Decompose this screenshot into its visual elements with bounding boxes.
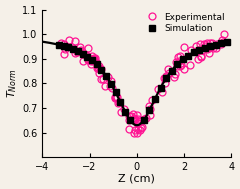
- Experimental: [222, 32, 225, 35]
- Simulation: [170, 70, 173, 72]
- Experimental: [139, 127, 142, 129]
- Simulation: [57, 44, 60, 46]
- Simulation: [154, 98, 156, 100]
- Simulation: [192, 51, 195, 53]
- Simulation: [109, 83, 112, 85]
- Experimental: [220, 43, 223, 46]
- Simulation: [72, 48, 75, 50]
- Simulation: [62, 45, 65, 47]
- Simulation: [86, 55, 89, 58]
- Simulation: [225, 41, 228, 43]
- Simulation: [105, 75, 108, 77]
- Experimental: [173, 76, 176, 78]
- Simulation: [209, 45, 211, 47]
- Simulation: [220, 42, 222, 45]
- Simulation: [90, 59, 93, 61]
- Simulation: [114, 91, 117, 94]
- Simulation: [159, 87, 162, 89]
- Simulation: [128, 119, 131, 121]
- Simulation: [81, 53, 84, 55]
- Simulation: [119, 101, 122, 103]
- Simulation: [100, 69, 103, 71]
- Simulation: [203, 47, 206, 49]
- Simulation: [165, 77, 168, 80]
- Experimental: [93, 59, 96, 61]
- Simulation: [198, 49, 201, 51]
- Simulation: [187, 54, 190, 57]
- Simulation: [67, 46, 70, 49]
- Simulation: [176, 63, 179, 66]
- Experimental: [98, 72, 101, 74]
- Experimental: [190, 49, 192, 51]
- X-axis label: Z (cm): Z (cm): [118, 174, 155, 184]
- Simulation: [76, 50, 79, 52]
- Line: Simulation: Simulation: [56, 40, 229, 122]
- Simulation: [143, 119, 145, 121]
- Simulation: [124, 111, 126, 113]
- Simulation: [214, 43, 217, 46]
- Legend: Experimental, Simulation: Experimental, Simulation: [142, 11, 227, 35]
- Experimental: [59, 42, 62, 44]
- Y-axis label: $T_{Norm}$: $T_{Norm}$: [6, 69, 19, 98]
- Line: Experimental: Experimental: [57, 30, 227, 137]
- Simulation: [95, 63, 98, 66]
- Simulation: [181, 58, 184, 61]
- Simulation: [148, 109, 151, 111]
- Experimental: [136, 132, 139, 134]
